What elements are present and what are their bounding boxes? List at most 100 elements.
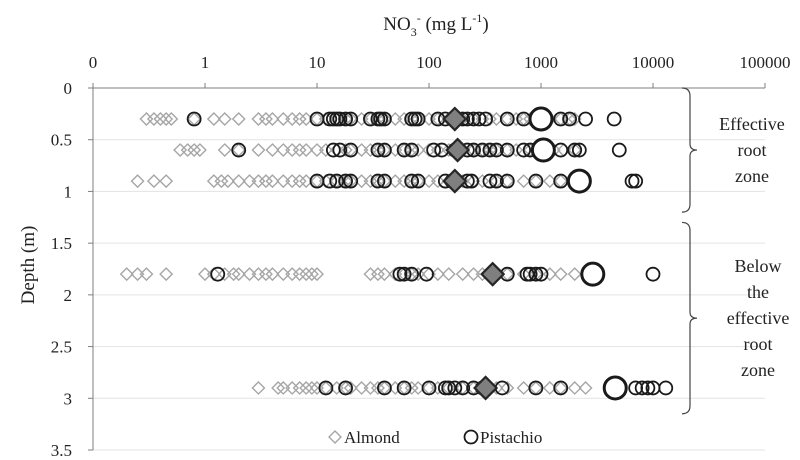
- almond-point: [130, 174, 145, 189]
- pistachio-point: [611, 142, 627, 158]
- almond-point: [146, 112, 161, 127]
- almond-point: [343, 380, 358, 395]
- almond-point: [363, 267, 378, 282]
- pistachio-point: [329, 173, 345, 189]
- legend-almond-marker: [328, 430, 342, 444]
- y-tick-label: 0: [64, 79, 73, 98]
- pistachio-point: [528, 266, 544, 282]
- y-tick-label: 0.5: [51, 131, 72, 150]
- pistachio-point: [343, 111, 359, 127]
- almond-point: [265, 143, 280, 158]
- almond-point: [285, 267, 300, 282]
- almond-point: [292, 267, 307, 282]
- x-axis-title-sup: -: [417, 11, 421, 25]
- almond-point: [265, 174, 280, 189]
- legend-almond-label: Almond: [344, 428, 400, 447]
- y-tick-label: 1: [64, 182, 73, 201]
- pistachio-point: [482, 142, 498, 158]
- pistachio-point: [562, 111, 577, 127]
- pistachio-point: [628, 173, 644, 189]
- legend-pistachio-label: Pistachio: [480, 428, 542, 447]
- almond-point: [226, 267, 241, 282]
- pistachio-point: [377, 142, 392, 158]
- zone-annotation-line: Effective: [719, 114, 785, 134]
- almond-point: [338, 143, 353, 158]
- almond-point: [119, 267, 134, 282]
- almond-point: [516, 380, 531, 395]
- almond-point: [500, 380, 515, 395]
- pistachio-mean-marker: [528, 106, 554, 132]
- x-axis-title-units-close: ): [482, 14, 488, 35]
- pistachio-point: [396, 266, 412, 282]
- pistachio-point: [410, 111, 426, 127]
- pistachio-point: [343, 173, 359, 189]
- pistachio-point: [571, 142, 587, 158]
- pistachio-point: [370, 142, 386, 158]
- almond-point: [258, 174, 273, 189]
- almond-point: [217, 143, 232, 158]
- pistachio-point: [419, 266, 434, 282]
- pistachio-point: [578, 111, 593, 127]
- mean-markers: [442, 106, 628, 401]
- pistachio-point: [404, 173, 420, 189]
- pistachio-point: [343, 142, 359, 158]
- x-axis-title-main: NO: [383, 14, 410, 35]
- pistachio-point: [516, 142, 532, 158]
- x-tick-label: 10000: [632, 53, 675, 72]
- almond-point: [299, 380, 314, 395]
- gridlines: [93, 139, 765, 451]
- almond-point: [265, 267, 280, 282]
- almond-point: [258, 112, 273, 127]
- pistachio-point: [499, 142, 515, 158]
- zone-annotation-line: root: [744, 334, 773, 354]
- almond-point: [198, 267, 212, 282]
- x-axis-title: NO3- (mg L-1): [383, 11, 489, 39]
- almond-point: [206, 174, 221, 189]
- pistachio-point: [471, 111, 487, 127]
- almond-point: [578, 380, 593, 395]
- y-tick-label: 1.5: [51, 234, 72, 253]
- almond-point: [231, 267, 246, 282]
- pistachio-point: [499, 111, 515, 127]
- pistachio-point: [338, 173, 353, 189]
- almond-point: [251, 143, 266, 158]
- almond-point: [180, 143, 195, 158]
- zone-annotation-line: zone: [735, 166, 769, 186]
- pistachio-point: [640, 380, 656, 396]
- almond-point: [217, 112, 232, 127]
- zone-bracket: [681, 87, 698, 213]
- almond-point: [567, 380, 582, 395]
- almond-point: [231, 112, 246, 127]
- y-tick-label: 3.5: [51, 441, 72, 460]
- almond-point: [404, 380, 419, 395]
- pistachio-point: [482, 173, 498, 189]
- almond-point: [192, 143, 207, 158]
- pistachio-point: [396, 142, 412, 158]
- almond-point: [299, 267, 314, 282]
- almond-point: [318, 143, 333, 158]
- pistachio-point: [325, 142, 341, 158]
- pistachio-point: [370, 173, 386, 189]
- almond-point: [363, 174, 378, 189]
- almond-point: [455, 267, 470, 282]
- almond-point: [430, 174, 445, 189]
- pistachio-point: [634, 380, 650, 396]
- legend-pistachio-marker: [463, 429, 479, 445]
- almond-point: [159, 267, 174, 282]
- pistachio-point: [567, 142, 583, 158]
- x-tick-labels: 0 1 10 100 1000 10000 100000: [89, 53, 791, 72]
- almond-point: [265, 112, 280, 127]
- almond-point: [231, 174, 246, 189]
- zone-annotation-line: the: [747, 282, 769, 302]
- pistachio-point: [322, 111, 338, 127]
- pistachio-mean-marker: [602, 375, 628, 401]
- pistachio-point: [489, 173, 504, 189]
- almond-point: [430, 267, 445, 282]
- pistachio-point: [499, 173, 515, 189]
- almond-point: [310, 267, 324, 282]
- pistachio-point: [441, 380, 457, 396]
- x-tick-label: 1: [201, 53, 210, 72]
- pistachio-point: [553, 111, 569, 127]
- almond-point: [567, 267, 582, 282]
